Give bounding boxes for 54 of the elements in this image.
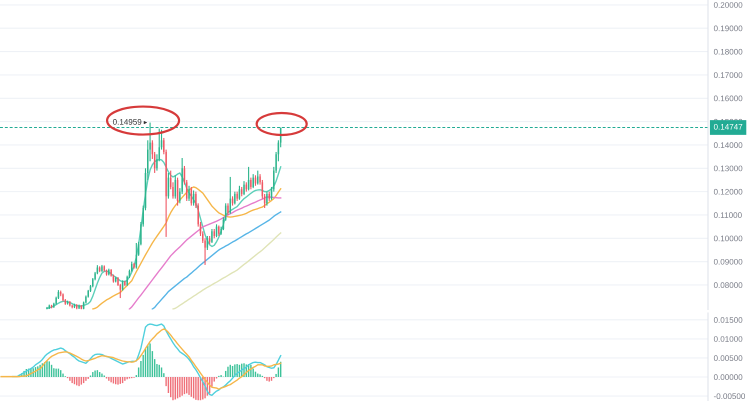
candlestick — [248, 166, 250, 192]
candlestick — [250, 177, 252, 190]
line-series — [0, 328, 282, 390]
y-tick-label: 0.12000 — [714, 188, 742, 195]
candlestick — [174, 174, 176, 200]
candlestick — [218, 224, 220, 237]
y-tick-label: 0.08000 — [714, 282, 742, 288]
candlestick — [236, 191, 238, 202]
candlestick — [216, 224, 218, 238]
line-series — [152, 211, 282, 310]
y-tick-label: 0.17000 — [714, 72, 742, 78]
candlestick — [240, 186, 243, 197]
y-tick-label: 0.13000 — [714, 166, 742, 172]
candlestick — [238, 185, 240, 200]
candlestick — [213, 228, 216, 239]
ref-line-label: 0.14747 — [714, 124, 742, 130]
y-tick-label: -0.00500 — [714, 393, 746, 400]
candlestick — [168, 172, 170, 200]
y-tick-label: 0.14000 — [714, 142, 742, 148]
candlestick — [62, 292, 64, 302]
y-tick-label: 0.10000 — [714, 236, 742, 242]
y-tick-label: 0.09000 — [714, 258, 742, 265]
candlestick — [211, 228, 213, 244]
candlestick — [192, 190, 194, 206]
y-tick-label: 0.01500 — [714, 317, 742, 323]
candlestick — [136, 242, 138, 270]
candlestick — [188, 185, 190, 202]
candlestick — [133, 262, 135, 270]
candlestick — [190, 186, 192, 206]
y-tick-label: 0.18000 — [714, 48, 742, 55]
y-tick-label: 0.00000 — [714, 374, 742, 380]
candlestick — [256, 170, 259, 186]
line-series — [172, 232, 282, 310]
candlestick — [229, 176, 232, 214]
candlestick — [122, 280, 124, 292]
candlestick — [206, 235, 208, 251]
candlestick — [268, 191, 270, 202]
y-tick-label: 0.20000 — [714, 2, 742, 8]
y-tick-label: 0.11000 — [714, 212, 742, 218]
candlestick — [252, 174, 254, 189]
y-tick-label: 0.01000 — [714, 336, 742, 342]
candlestick — [232, 196, 234, 206]
candlestick — [227, 202, 229, 216]
candlestick — [234, 191, 236, 206]
candlestick — [243, 180, 245, 196]
candlestick — [176, 177, 178, 206]
y-tick-label: 0.00500 — [714, 355, 742, 361]
candlestick — [246, 182, 248, 192]
y-tick-label: 0.16000 — [714, 96, 742, 102]
candlestick — [266, 191, 268, 206]
candlestick — [101, 264, 103, 272]
annotation: 0.14959 — [112, 119, 142, 125]
candlestick — [254, 174, 256, 186]
y-tick-label: 0.19000 — [714, 26, 742, 32]
